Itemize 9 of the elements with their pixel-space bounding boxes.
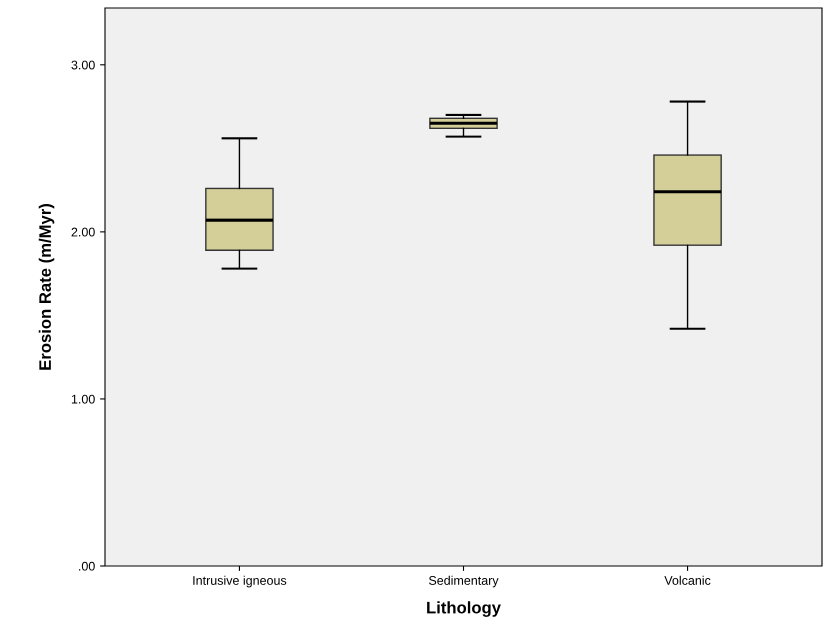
y-tick-label: 1.00 xyxy=(72,394,95,404)
x-tick-label: Intrusive igneous xyxy=(193,576,286,588)
x-axis-title: Lithology xyxy=(427,601,501,617)
x-tick-label: Sedimentary xyxy=(428,576,499,588)
y-tick-label: 2.00 xyxy=(72,228,95,237)
x-tick-label: Volcanic xyxy=(664,576,711,585)
y-axis-title: Erosion Rate (m/Myr) xyxy=(38,204,54,370)
y-tick-label: .00 xyxy=(79,562,95,571)
y-tick-label: 3.00 xyxy=(71,60,95,70)
